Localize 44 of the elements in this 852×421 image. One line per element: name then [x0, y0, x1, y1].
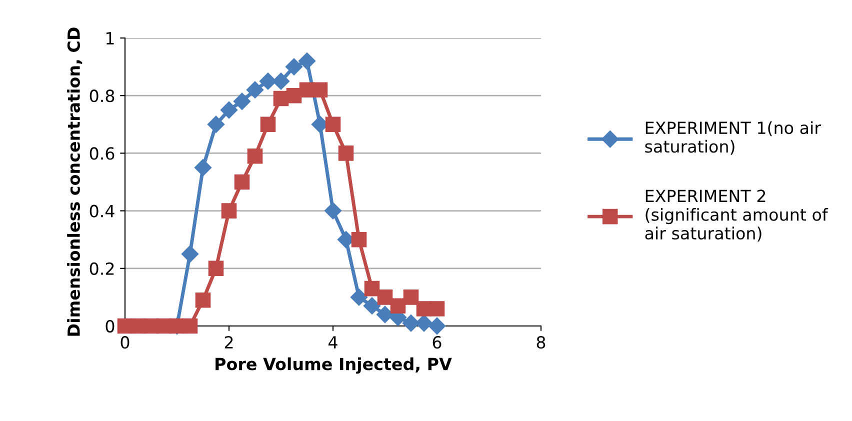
point [364, 280, 380, 296]
point [325, 116, 341, 132]
point [207, 116, 225, 133]
point [208, 260, 224, 276]
x-axis-title: Pore Volume Injected, PV [216, 357, 452, 374]
point [363, 297, 381, 314]
x-tick-label: 0 [120, 336, 130, 349]
point [377, 290, 393, 305]
point [338, 146, 354, 161]
point [324, 202, 342, 220]
point [350, 288, 368, 306]
point [234, 174, 250, 190]
y-tick-label: 0.6 [90, 147, 114, 160]
point [246, 81, 264, 98]
x-tick-label: 2 [224, 336, 233, 348]
point [285, 58, 303, 76]
y-axis-title: Dimensionless concentration, CD [67, 28, 82, 336]
point [220, 101, 238, 119]
y-tick-label: 0 [106, 320, 114, 333]
point [298, 52, 316, 70]
point [429, 301, 445, 316]
point [195, 292, 211, 308]
y-tick-label: 0.4 [90, 204, 114, 218]
point [194, 159, 212, 176]
x-tick-label: 8 [536, 336, 546, 349]
point [376, 306, 394, 324]
x-tick-label: 4 [328, 336, 338, 348]
point [403, 290, 419, 305]
point [247, 148, 263, 164]
point [182, 318, 198, 334]
point [260, 116, 276, 132]
point [233, 92, 251, 110]
point [181, 245, 199, 263]
point [221, 203, 237, 218]
x-tick-label: 6 [432, 336, 442, 349]
legend-label: EXPERIMENT 1(no air saturation) [645, 121, 822, 155]
point [428, 317, 446, 335]
y-tick-label: 0.8 [90, 90, 114, 102]
legend-label: EXPERIMENT 2 (significant amount of air saturation) [645, 190, 828, 242]
point [351, 232, 367, 248]
y-tick-label: 1 [106, 32, 114, 44]
y-tick-label: 0.2 [90, 262, 114, 275]
point [390, 298, 406, 314]
point [312, 82, 328, 98]
